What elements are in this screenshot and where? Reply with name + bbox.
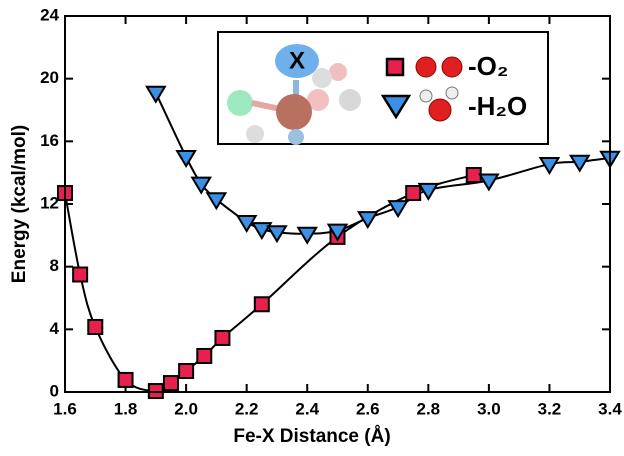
atom: [312, 68, 332, 88]
legend-label: -H₂O: [468, 91, 527, 121]
x-tick-label: 1.8: [114, 399, 138, 418]
data-point: [387, 200, 409, 219]
inset-label: X: [289, 47, 305, 74]
atom: [246, 125, 264, 143]
data-point: [117, 371, 134, 388]
legend-marker: [385, 57, 405, 77]
data-point: [72, 266, 89, 283]
data-point: [178, 363, 195, 380]
molecule-illustration: X: [227, 44, 361, 145]
legend-marker: [380, 94, 412, 120]
atom: [419, 89, 433, 103]
data-point: [145, 85, 167, 104]
data-point: [205, 192, 228, 211]
atom: [307, 89, 329, 111]
data-point: [568, 154, 591, 173]
x-tick-label: 2.4: [295, 399, 319, 418]
y-tick-label: 4: [50, 319, 60, 338]
plot-frame: [64, 15, 611, 393]
atom: [445, 86, 459, 100]
legend-box: [217, 31, 549, 145]
y-tick-label: 8: [50, 256, 59, 275]
x-tick-label: 1.6: [53, 399, 77, 418]
data-point: [175, 150, 197, 168]
data-point: [296, 226, 318, 245]
y-tick-label: 24: [40, 5, 59, 24]
x-tick-label: 3.2: [538, 399, 562, 418]
plot-area: 1.6 1.8 2.0 2.2 2.4 2.6 2.8 3.0 3.2 3.4 0 4 8 12 16 20 2…: [40, 5, 622, 418]
x-tick-label: 2.2: [235, 399, 259, 418]
y-axis-label: Energy (kcal/mol): [9, 125, 30, 283]
data-point: [465, 167, 482, 184]
data-point: [405, 185, 422, 202]
data-point: [190, 176, 213, 195]
iron-atom: [276, 94, 312, 130]
atom: [428, 98, 452, 122]
series-line: [154, 92, 610, 235]
data-point: [214, 329, 231, 346]
atom: [227, 90, 253, 116]
y-tick-label: 20: [40, 68, 59, 87]
atom: [415, 56, 437, 78]
atom: [288, 129, 304, 145]
y-tick-label: 0: [50, 381, 59, 400]
data-point: [162, 375, 179, 392]
data-point: [251, 222, 273, 241]
data-point: [196, 347, 213, 364]
atom: [329, 63, 347, 81]
legend: X -O₂ -H₂O: [217, 31, 549, 145]
x-site: [275, 44, 319, 78]
data-point: [266, 225, 288, 244]
data-point: [326, 223, 349, 242]
x-tick-label: 3.4: [598, 399, 622, 418]
x-tick-label: 2.8: [417, 399, 441, 418]
data-point: [478, 173, 500, 192]
x-tick-label: 2.0: [174, 399, 198, 418]
data-point: [538, 157, 561, 175]
data-point: [253, 296, 270, 313]
data-point: [357, 211, 379, 230]
x-axis-label: Fe-X Distance (Å): [233, 426, 390, 447]
atom: [339, 89, 361, 111]
series-line: [65, 174, 475, 392]
x-tick-label: 2.6: [356, 399, 380, 418]
y-tick-label: 12: [40, 193, 59, 212]
y-tick-label: 16: [40, 131, 59, 150]
data-point: [235, 215, 258, 233]
data-point: [417, 182, 440, 201]
legend-label: -O₂: [468, 51, 508, 81]
atom: [441, 56, 463, 78]
data-point: [87, 318, 104, 335]
x-tick-label: 3.0: [477, 399, 501, 418]
